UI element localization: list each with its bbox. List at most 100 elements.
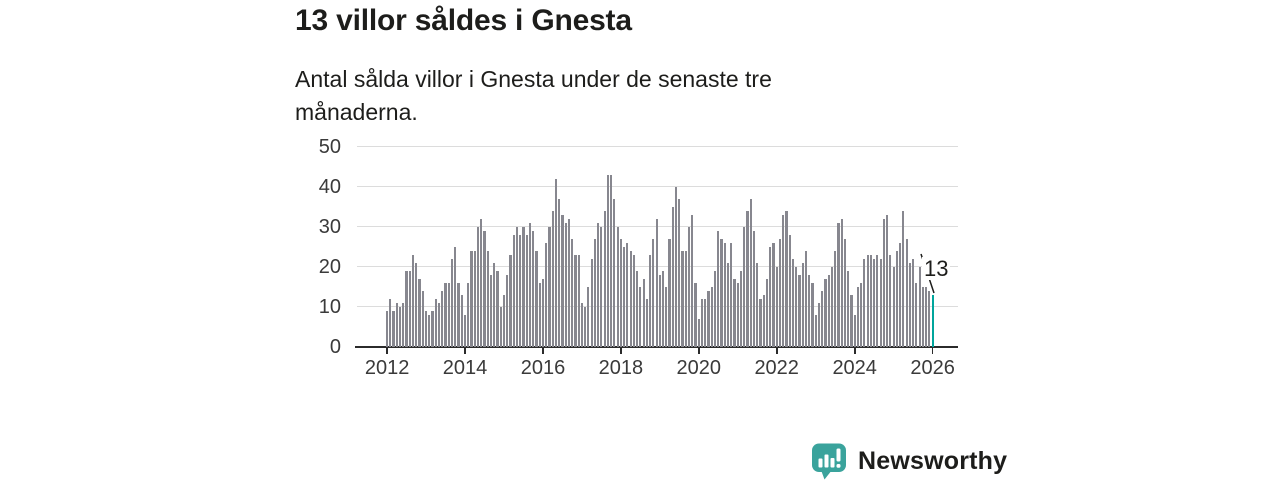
bar [645, 299, 648, 347]
bar [636, 271, 639, 347]
bar [847, 271, 850, 347]
bar [415, 263, 418, 347]
bar [454, 247, 457, 347]
bar [402, 303, 405, 347]
bar [798, 275, 801, 347]
x-tick-2020 [697, 348, 700, 354]
x-tick-label-2018: 2018 [598, 357, 644, 379]
bar [830, 267, 834, 347]
bar [743, 227, 746, 347]
bar [863, 259, 866, 347]
bar [795, 267, 798, 347]
bar [804, 251, 808, 347]
bar [765, 279, 769, 347]
bar [424, 311, 428, 347]
x-tick-2018 [620, 348, 622, 354]
bar [860, 283, 863, 347]
bar [522, 227, 525, 347]
bar [902, 211, 905, 347]
bar [587, 287, 590, 347]
bar [493, 263, 496, 347]
bar [759, 299, 762, 347]
bar [551, 211, 554, 347]
bar [447, 283, 450, 347]
bar [629, 251, 632, 347]
bar [652, 239, 655, 347]
bar [571, 239, 574, 347]
bar [817, 303, 821, 347]
bar [386, 311, 389, 347]
bar [808, 275, 811, 347]
bar [782, 215, 785, 347]
bar [879, 259, 882, 347]
bar [437, 303, 441, 347]
bar [886, 215, 889, 347]
bar [441, 291, 444, 347]
bar [554, 179, 558, 347]
bar [700, 299, 704, 347]
bar [908, 263, 911, 347]
bar [502, 295, 506, 347]
bar [489, 275, 493, 347]
bar [827, 275, 830, 347]
x-tick-label-2012: 2012 [364, 357, 410, 379]
bar [431, 311, 434, 347]
bar [389, 299, 392, 347]
bar [710, 287, 713, 347]
bar [541, 279, 545, 347]
bar [850, 295, 853, 347]
bar [853, 315, 856, 347]
bar [713, 271, 717, 347]
bar [662, 271, 665, 347]
bar [717, 231, 720, 347]
bar [483, 231, 486, 347]
bar [834, 251, 837, 347]
y-tick-label-50: 50 [318, 136, 341, 158]
bar [668, 239, 671, 347]
x-tick-label-2016: 2016 [520, 357, 566, 379]
bar [691, 215, 694, 347]
bar [671, 207, 674, 347]
bar [450, 259, 454, 347]
bar [606, 175, 609, 347]
bar [496, 271, 499, 347]
bar [603, 211, 606, 347]
bar [814, 315, 817, 347]
bar [639, 287, 642, 347]
bar [730, 243, 733, 347]
x-tick-label-2020: 2020 [676, 357, 722, 379]
bar [678, 199, 681, 347]
bar [778, 239, 782, 347]
bar [785, 211, 788, 347]
bar [580, 303, 583, 347]
bar [434, 299, 437, 347]
bar [733, 279, 736, 347]
bar [600, 227, 603, 347]
bar [658, 275, 661, 347]
bar [840, 219, 843, 347]
bar-series [386, 146, 946, 347]
bar [561, 215, 564, 347]
bar-chart-plot-area: 0 10 20 30 40 50 2012 2014 2016 2018 2020 2022 2024… [319, 136, 958, 379]
newsworthy-branding: Newsworthy [808, 442, 1007, 480]
bar [681, 251, 684, 347]
bar [811, 283, 814, 347]
bar [515, 227, 519, 347]
bar [756, 263, 759, 347]
bar [649, 255, 652, 347]
bar [788, 235, 791, 347]
bar [532, 231, 535, 347]
bar [752, 231, 756, 347]
bar [398, 307, 402, 347]
bar [889, 255, 892, 347]
bar [915, 283, 918, 347]
x-tick-label-2022: 2022 [754, 357, 799, 379]
x-tick-label-2014: 2014 [442, 357, 488, 379]
bar [395, 303, 398, 347]
x-tick-label-2026: 2026 [910, 357, 955, 379]
bar [869, 255, 872, 347]
bar [892, 267, 895, 347]
bar [824, 279, 827, 347]
bar [476, 227, 480, 347]
bar [558, 199, 561, 347]
